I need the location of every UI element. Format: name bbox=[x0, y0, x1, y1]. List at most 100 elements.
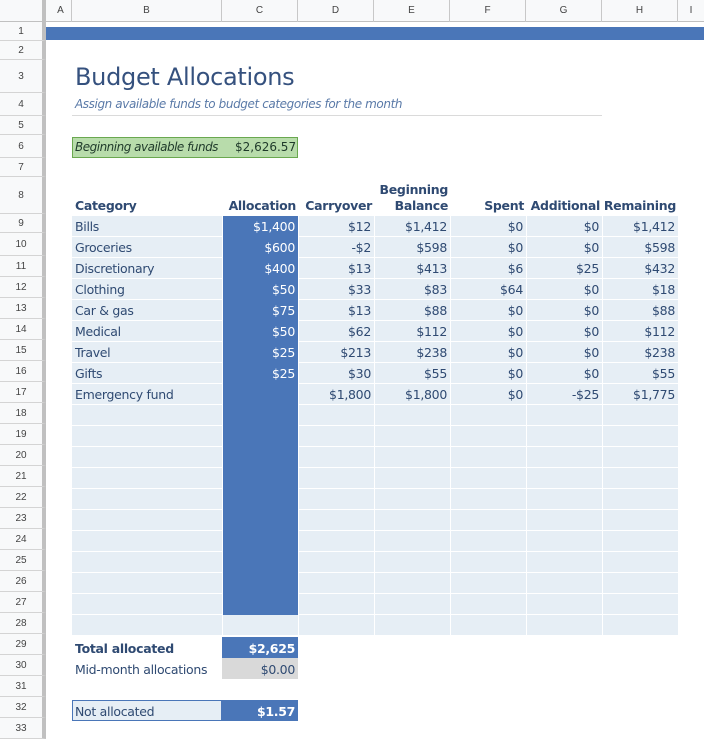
column-separator bbox=[526, 216, 527, 636]
row-header-26[interactable]: 26 bbox=[0, 571, 46, 592]
table-row[interactable] bbox=[72, 510, 678, 530]
additional-value: $0 bbox=[583, 366, 600, 381]
table-row[interactable] bbox=[72, 594, 678, 614]
column-header-b[interactable]: B bbox=[72, 0, 222, 22]
header-additional: Additional bbox=[530, 198, 601, 213]
row-header-12[interactable]: 12 bbox=[0, 277, 46, 298]
select-all-corner[interactable] bbox=[0, 0, 46, 22]
row-header-3[interactable]: 3 bbox=[0, 60, 46, 93]
row-header-8[interactable]: 8 bbox=[0, 177, 46, 214]
row-header-22[interactable]: 22 bbox=[0, 487, 46, 508]
row-header-19[interactable]: 19 bbox=[0, 424, 46, 445]
row-header-15[interactable]: 15 bbox=[0, 340, 46, 361]
row-header-23[interactable]: 23 bbox=[0, 508, 46, 529]
additional-value: $0 bbox=[583, 240, 600, 255]
column-separator bbox=[222, 216, 223, 636]
allocation-column[interactable] bbox=[222, 216, 298, 615]
carryover-value: -$2 bbox=[351, 240, 371, 255]
row-header-27[interactable]: 27 bbox=[0, 592, 46, 613]
remaining-value: $432 bbox=[644, 261, 675, 276]
header-beginning-line2: Balance bbox=[394, 198, 449, 213]
row-header-1[interactable]: 1 bbox=[0, 22, 46, 41]
not-allocated-cell[interactable] bbox=[222, 700, 298, 721]
allocation-value: $25 bbox=[272, 366, 295, 381]
row-header-17[interactable]: 17 bbox=[0, 382, 46, 403]
spent-value: $0 bbox=[507, 345, 524, 360]
row-header-6[interactable]: 6 bbox=[0, 135, 46, 158]
row-header-4[interactable]: 4 bbox=[0, 93, 46, 116]
row-header-18[interactable]: 18 bbox=[0, 403, 46, 424]
row-header-16[interactable]: 16 bbox=[0, 361, 46, 382]
column-separator bbox=[374, 216, 375, 636]
row-header-33[interactable]: 33 bbox=[0, 718, 46, 739]
column-header-g[interactable]: G bbox=[526, 0, 602, 22]
remaining-value: $88 bbox=[652, 303, 675, 318]
total-allocated-label: Total allocated bbox=[75, 641, 174, 656]
row-header-29[interactable]: 29 bbox=[0, 634, 46, 655]
beginning-value: $1,412 bbox=[405, 219, 447, 234]
remaining-value: $1,775 bbox=[633, 387, 675, 402]
mid-month-cell[interactable] bbox=[222, 658, 298, 679]
table-row[interactable] bbox=[72, 531, 678, 551]
spent-value: $64 bbox=[500, 282, 523, 297]
row-header-24[interactable]: 24 bbox=[0, 529, 46, 550]
allocation-value: $25 bbox=[272, 345, 295, 360]
beginning-value: $1,800 bbox=[405, 387, 447, 402]
spent-value: $0 bbox=[507, 366, 524, 381]
column-header-i[interactable]: I bbox=[689, 5, 693, 16]
column-header-h[interactable]: H bbox=[602, 0, 678, 22]
beginning-funds-label: Beginning available funds bbox=[75, 140, 218, 154]
row-header-2[interactable]: 2 bbox=[0, 41, 46, 60]
remaining-value: $598 bbox=[644, 240, 675, 255]
beginning-value: $413 bbox=[416, 261, 447, 276]
additional-value: $0 bbox=[583, 303, 600, 318]
beginning-value: $112 bbox=[416, 324, 447, 339]
row-header-25[interactable]: 25 bbox=[0, 550, 46, 571]
carryover-value: $62 bbox=[348, 324, 371, 339]
beginning-value: $55 bbox=[424, 366, 447, 381]
column-header-a[interactable]: A bbox=[50, 0, 72, 22]
not-allocated-box[interactable] bbox=[72, 700, 222, 721]
row-header-28[interactable]: 28 bbox=[0, 613, 46, 634]
total-allocated-cell[interactable] bbox=[222, 637, 298, 658]
row-header-31[interactable]: 31 bbox=[0, 676, 46, 697]
beginning-value: $83 bbox=[424, 282, 447, 297]
column-header-c[interactable]: C bbox=[222, 0, 298, 22]
column-header-d[interactable]: D bbox=[298, 0, 374, 22]
table-row[interactable] bbox=[72, 447, 678, 467]
table-row[interactable] bbox=[72, 426, 678, 446]
category-label: Groceries bbox=[75, 240, 132, 255]
column-header-e[interactable]: E bbox=[374, 0, 450, 22]
column-header-f[interactable]: F bbox=[450, 0, 526, 22]
row-header-30[interactable]: 30 bbox=[0, 655, 46, 676]
row-header-5[interactable]: 5 bbox=[0, 116, 46, 135]
remaining-value: $112 bbox=[644, 324, 675, 339]
row-header-13[interactable]: 13 bbox=[0, 298, 46, 319]
header-beginning-line1: Beginning bbox=[379, 182, 449, 197]
row-header-7[interactable]: 7 bbox=[0, 158, 46, 177]
table-row[interactable] bbox=[72, 405, 678, 425]
beginning-funds-box[interactable] bbox=[72, 137, 298, 158]
table-row[interactable] bbox=[72, 552, 678, 572]
header-category: Category bbox=[75, 198, 137, 213]
header-carryover: Carryover bbox=[305, 198, 372, 213]
row-header-21[interactable]: 21 bbox=[0, 466, 46, 487]
table-row[interactable] bbox=[72, 468, 678, 488]
row-header-9[interactable]: 9 bbox=[0, 214, 46, 233]
row-header-14[interactable]: 14 bbox=[0, 319, 46, 340]
table-row[interactable] bbox=[72, 489, 678, 509]
column-header-bar bbox=[0, 0, 704, 22]
row-header-10[interactable]: 10 bbox=[0, 233, 46, 256]
remaining-value: $18 bbox=[652, 282, 675, 297]
beginning-value: $88 bbox=[424, 303, 447, 318]
spent-value: $0 bbox=[507, 219, 524, 234]
carryover-value: $1,800 bbox=[329, 387, 371, 402]
row-header-20[interactable]: 20 bbox=[0, 445, 46, 466]
table-row[interactable] bbox=[72, 573, 678, 593]
total-allocated-value: $2,625 bbox=[248, 641, 296, 656]
table-row[interactable] bbox=[72, 615, 678, 635]
beginning-funds-value: $2,626.57 bbox=[235, 140, 297, 154]
row-header-11[interactable]: 11 bbox=[0, 256, 46, 277]
row-header-32[interactable]: 32 bbox=[0, 697, 46, 718]
